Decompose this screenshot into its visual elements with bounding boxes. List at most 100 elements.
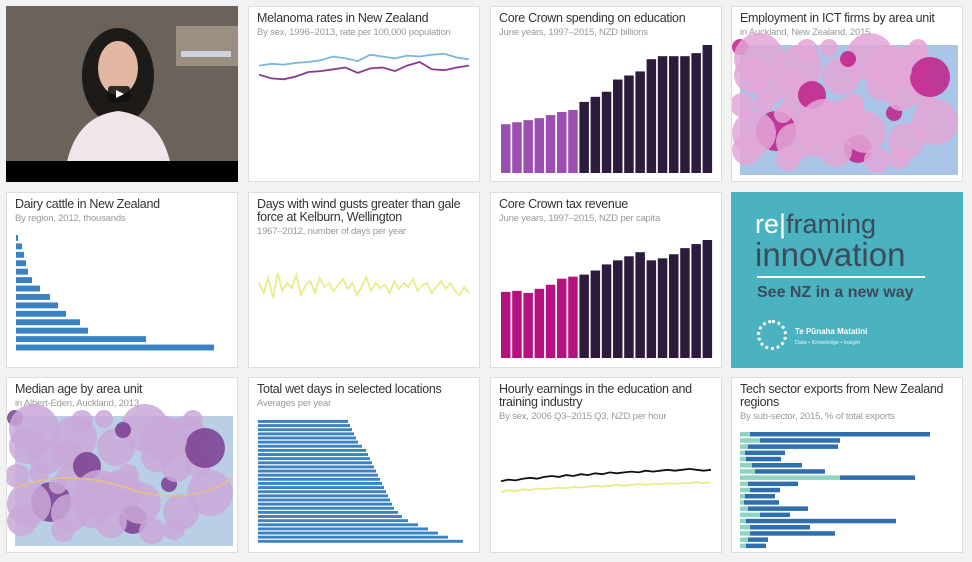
bar-segment xyxy=(740,469,755,474)
card-wet-days[interactable]: Total wet days in selected locations Aver… xyxy=(248,377,480,553)
bar-segment xyxy=(740,463,752,468)
thumbnail xyxy=(501,240,713,358)
bar-segment xyxy=(750,487,780,493)
bar-segment xyxy=(740,512,760,518)
card-hourly-earnings[interactable]: Hourly earnings in the education and tra… xyxy=(490,377,722,553)
bar xyxy=(258,420,348,423)
bar xyxy=(534,118,545,173)
bar xyxy=(669,254,679,358)
thumbnail xyxy=(258,271,470,299)
bar-segment xyxy=(740,494,745,499)
bar xyxy=(258,432,354,436)
thumbnail xyxy=(258,52,470,81)
series-line xyxy=(500,467,712,483)
bar xyxy=(557,278,567,358)
bar xyxy=(258,506,394,510)
bar xyxy=(646,59,657,173)
card-reframing-innovation[interactable]: re|framing innovation See NZ in a new way T… xyxy=(731,192,963,368)
bar xyxy=(258,498,390,502)
subtitle: June years, 1997–2015, NZD per capita xyxy=(499,213,661,224)
series-line xyxy=(258,52,470,67)
bar-segment xyxy=(745,450,785,456)
bar xyxy=(258,457,370,461)
card-wind-gusts[interactable]: Days with wind gusts greater than gale f… xyxy=(248,192,480,368)
bar xyxy=(16,277,32,284)
bar xyxy=(613,260,623,358)
bar xyxy=(258,469,376,473)
bar xyxy=(258,519,408,523)
bar xyxy=(258,473,378,477)
card-median-age[interactable]: Median age by area unit in Albert-Eden, A… xyxy=(6,377,238,553)
card-dairy-cattle[interactable]: Dairy cattle in New Zealand By region, 20… xyxy=(6,192,238,368)
bar xyxy=(624,256,634,358)
title-text: Melanoma rates in New Zealand xyxy=(257,11,429,25)
bar-segment xyxy=(740,450,745,456)
thumbnail xyxy=(501,45,713,173)
bar-segment xyxy=(740,525,750,530)
bar xyxy=(16,319,80,326)
series-line xyxy=(500,481,712,493)
bar xyxy=(16,336,146,343)
bar-segment xyxy=(740,487,750,493)
bar xyxy=(646,260,657,358)
subtitle: in Auckland, New Zealand, 2015 xyxy=(740,27,871,38)
bar-segment xyxy=(746,543,766,549)
subtitle: Averages per year xyxy=(257,398,332,409)
bar xyxy=(568,276,578,358)
bar-segment xyxy=(760,512,790,518)
bar xyxy=(579,101,589,173)
bar-segment xyxy=(740,438,760,443)
bar xyxy=(557,112,567,173)
org-tagline: Data • Knowledge • Insight xyxy=(795,340,861,346)
bar xyxy=(669,56,679,173)
bar-segment xyxy=(740,481,748,487)
bar xyxy=(624,75,634,173)
org-name: Te Pūnaha Matatini xyxy=(795,327,868,336)
card-melanoma[interactable]: Melanoma rates in New Zealand By sex, 199… xyxy=(248,6,480,182)
card-tax-revenue[interactable]: Core Crown tax revenue June years, 1997–2… xyxy=(490,192,722,368)
card-ict-employment[interactable]: Employment in ICT firms by area unit in A… xyxy=(731,6,963,182)
bar xyxy=(691,53,701,173)
bar-segment xyxy=(740,475,840,480)
bar xyxy=(691,244,701,358)
bar xyxy=(258,428,352,432)
play-icon[interactable] xyxy=(108,86,130,102)
bar xyxy=(258,490,386,494)
bar xyxy=(258,486,384,490)
title-text: Core Crown spending on education xyxy=(499,11,686,25)
bar xyxy=(16,260,26,267)
bar-segment xyxy=(740,537,748,542)
card-title: Core Crown tax revenue June years, 1997–2… xyxy=(499,198,715,225)
card-tech-exports[interactable]: Tech sector exports from New Zealand reg… xyxy=(731,377,963,553)
bar xyxy=(16,310,66,317)
bar xyxy=(258,539,463,543)
thumbnail xyxy=(258,420,463,543)
bar xyxy=(258,515,402,518)
bar xyxy=(258,535,448,539)
title-text: Total wet days in selected locations xyxy=(257,382,442,396)
title-text: Tech sector exports from New Zealand reg… xyxy=(740,382,944,409)
card-education-spending[interactable]: Core Crown spending on education June yea… xyxy=(490,6,722,182)
bar xyxy=(613,79,623,173)
subtitle: in Albert-Eden, Auckland, 2013 xyxy=(15,398,139,409)
bar xyxy=(258,502,392,506)
bar xyxy=(534,288,545,358)
bar xyxy=(258,440,358,444)
bar-segment xyxy=(755,469,825,474)
bar xyxy=(702,240,713,358)
bar xyxy=(16,268,28,275)
bar xyxy=(657,258,668,358)
bar xyxy=(501,124,511,173)
bar xyxy=(702,45,713,173)
video-thumbnail[interactable] xyxy=(6,6,238,182)
bar xyxy=(590,96,601,173)
bar-segment xyxy=(748,444,838,449)
bar-segment xyxy=(752,463,802,468)
card-title: Dairy cattle in New Zealand By region, 20… xyxy=(15,198,231,225)
promo-tagline: See NZ in a new way xyxy=(757,284,914,301)
bar xyxy=(258,482,382,485)
bar xyxy=(523,120,533,173)
bar-segment xyxy=(740,531,750,536)
framing-text: framing xyxy=(786,209,877,239)
bar-segment xyxy=(740,500,744,505)
